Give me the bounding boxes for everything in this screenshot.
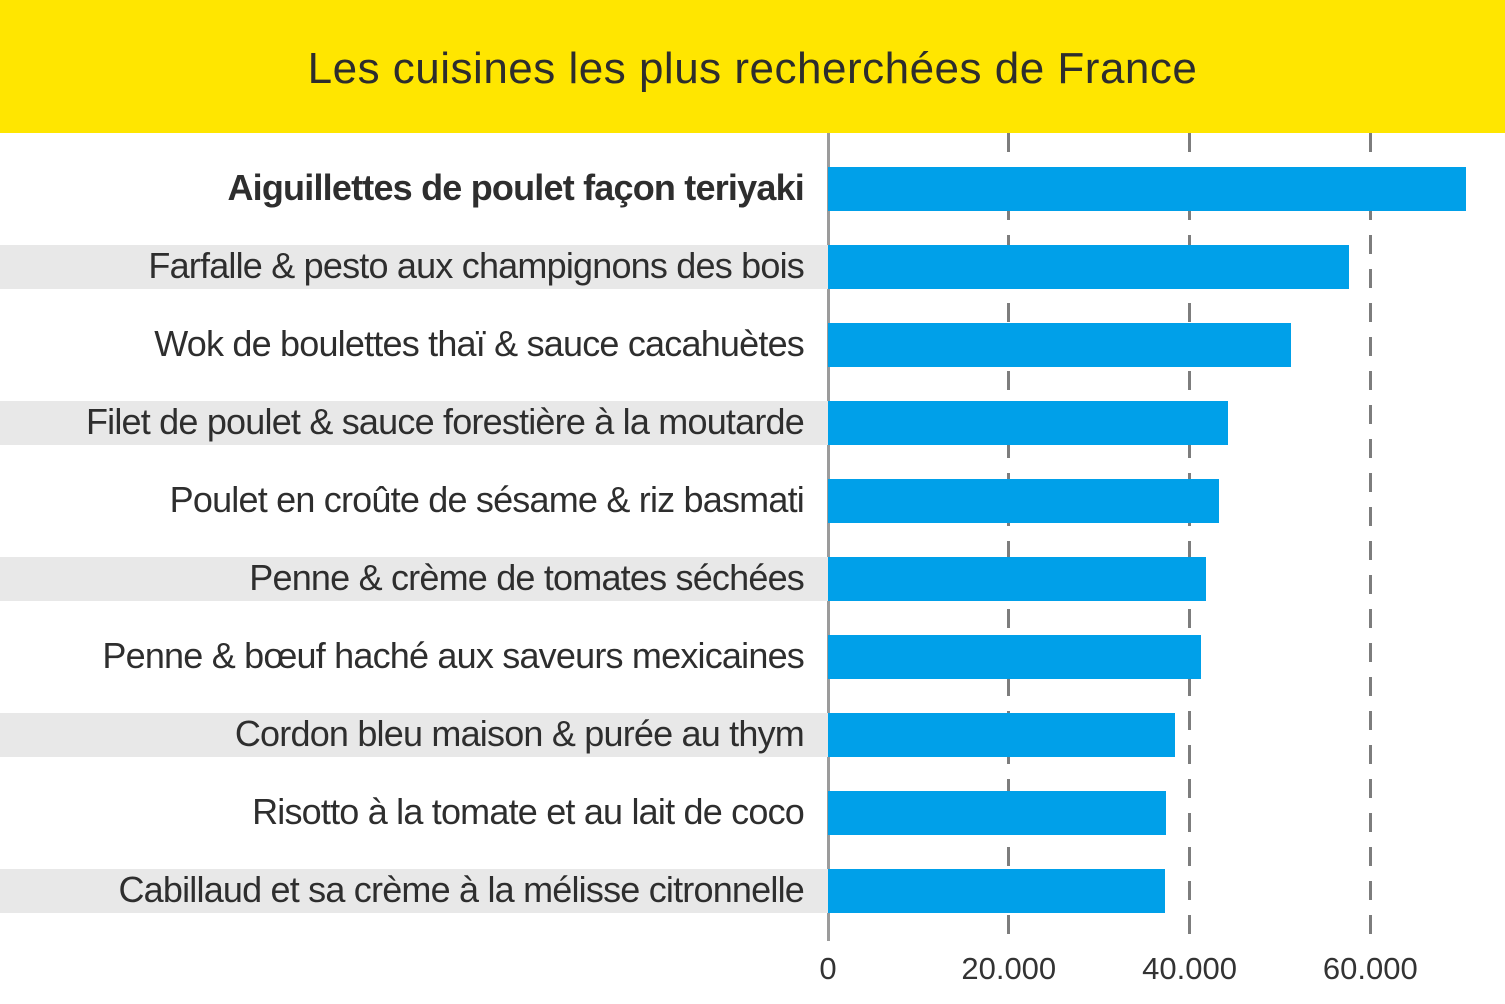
chart-row: Penne & crème de tomates séchées	[0, 540, 1505, 618]
category-label: Cordon bleu maison & purée au thym	[234, 712, 805, 754]
bar-track	[828, 635, 1505, 679]
category-label-cell: Penne & crème de tomates séchées	[0, 557, 828, 601]
category-label: Risotto à la tomate et au lait de coco	[252, 790, 805, 832]
value-bar	[828, 713, 1176, 757]
chart-row: Poulet en croûte de sésame & riz basmati	[0, 462, 1505, 540]
category-label-cell: Aiguillettes de poulet façon teriyaki	[0, 167, 828, 211]
category-label-cell: Poulet en croûte de sésame & riz basmati	[0, 479, 828, 523]
x-tick-label: 0	[819, 951, 837, 986]
value-bar	[828, 245, 1349, 289]
x-tick-label: 60.000	[1322, 951, 1418, 986]
chart-rows: Aiguillettes de poulet façon teriyaki Fa…	[0, 150, 1505, 930]
category-label-cell: Penne & bœuf haché aux saveurs mexicaine…	[0, 635, 828, 679]
value-bar	[828, 167, 1467, 211]
category-label: Filet de poulet & sauce forestière à la …	[85, 400, 805, 442]
chart-row: Cabillaud et sa crème à la mélisse citro…	[0, 852, 1505, 930]
bar-track	[828, 791, 1505, 835]
value-bar	[828, 869, 1166, 913]
category-label: Cabillaud et sa crème à la mélisse citro…	[118, 868, 804, 910]
category-label-cell: Wok de boulettes thaï & sauce cacahuètes	[0, 323, 828, 367]
bar-track	[828, 401, 1505, 445]
gridline	[1188, 133, 1192, 945]
chart-row: Farfalle & pesto aux champignons des boi…	[0, 228, 1505, 306]
chart-row: Wok de boulettes thaï & sauce cacahuètes	[0, 306, 1505, 384]
bar-track	[828, 167, 1505, 211]
value-bar	[828, 791, 1167, 835]
category-label-cell: Cordon bleu maison & purée au thym	[0, 713, 828, 757]
chart-row: Penne & bœuf haché aux saveurs mexicaine…	[0, 618, 1505, 696]
category-label: Penne & bœuf haché aux saveurs mexicaine…	[102, 634, 804, 676]
value-bar	[828, 479, 1220, 523]
bar-track	[828, 713, 1505, 757]
bar-track	[828, 323, 1505, 367]
category-label: Aiguillettes de poulet façon teriyaki	[227, 166, 804, 208]
x-tick-label: 40.000	[1142, 951, 1237, 986]
bar-track	[828, 479, 1505, 523]
gridline	[1007, 133, 1011, 945]
value-bar	[828, 557, 1206, 601]
category-label-cell: Filet de poulet & sauce forestière à la …	[0, 401, 828, 445]
category-label: Farfalle & pesto aux champignons des boi…	[148, 244, 804, 286]
value-bar	[828, 635, 1202, 679]
chart-row: Aiguillettes de poulet façon teriyaki	[0, 150, 1505, 228]
chart-row: Filet de poulet & sauce forestière à la …	[0, 384, 1505, 462]
value-bar	[828, 401, 1228, 445]
chart-row: Cordon bleu maison & purée au thym	[0, 696, 1505, 774]
category-label-cell: Farfalle & pesto aux champignons des boi…	[0, 245, 828, 289]
bar-track	[828, 869, 1505, 913]
bar-track	[828, 557, 1505, 601]
header-banner: Les cuisines les plus recherchées de Fra…	[0, 0, 1505, 133]
x-tick-label: 20.000	[961, 951, 1057, 986]
gridline	[1368, 133, 1372, 945]
y-axis-line	[827, 133, 830, 941]
value-bar	[828, 323, 1291, 367]
category-label-cell: Cabillaud et sa crème à la mélisse citro…	[0, 869, 828, 913]
chart-row: Risotto à la tomate et au lait de coco	[0, 774, 1505, 852]
bar-chart: Aiguillettes de poulet façon teriyaki Fa…	[0, 133, 1505, 1004]
category-label: Wok de boulettes thaï & sauce cacahuètes	[154, 322, 805, 364]
category-label: Penne & crème de tomates séchées	[249, 556, 805, 598]
category-label: Poulet en croûte de sésame & riz basmati	[169, 478, 805, 520]
category-label-cell: Risotto à la tomate et au lait de coco	[0, 791, 828, 835]
bar-track	[828, 245, 1505, 289]
chart-title: Les cuisines les plus recherchées de Fra…	[307, 43, 1198, 93]
